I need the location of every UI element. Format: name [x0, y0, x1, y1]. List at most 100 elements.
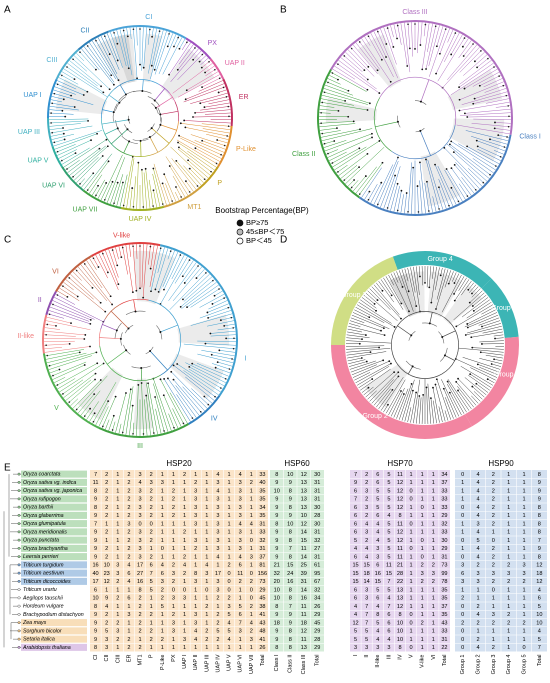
- branch: [177, 148, 211, 176]
- internal-arc: [131, 154, 151, 157]
- cell-value: 6: [354, 513, 357, 519]
- branch: [186, 71, 219, 91]
- cell-value: 0: [250, 587, 253, 593]
- node: [376, 299, 379, 301]
- clade-label: P: [217, 180, 222, 187]
- internal-branch: [420, 79, 430, 102]
- clade-label: PX: [208, 40, 218, 47]
- cell-value: 5: [150, 579, 153, 585]
- node: [466, 323, 469, 325]
- branch: [345, 51, 365, 71]
- cell-value: 2: [421, 620, 424, 626]
- cell-value: 2: [365, 538, 368, 544]
- cell-value: 7: [387, 579, 390, 585]
- cell-value: 1: [461, 497, 464, 503]
- species-name: Aegilops tauschii: [22, 595, 64, 601]
- branch: [207, 320, 235, 327]
- cell-value: 3: [116, 563, 119, 569]
- branch: [444, 169, 463, 202]
- cell-value: 20: [274, 579, 280, 585]
- cell-value: 8: [289, 488, 292, 494]
- branch: [185, 376, 215, 401]
- branch: [465, 130, 509, 142]
- branch: [472, 347, 504, 350]
- clade-ring: [187, 395, 221, 425]
- cell-value: 1: [161, 629, 164, 635]
- node: [430, 397, 432, 400]
- branch: [132, 244, 137, 291]
- branch: [86, 161, 109, 192]
- cell-value: 4: [127, 563, 130, 569]
- cell-value: 1: [432, 488, 435, 494]
- branch: [494, 122, 511, 124]
- cladogram-node: [17, 596, 21, 600]
- leaf-dot: [113, 32, 115, 34]
- branch: [177, 363, 221, 393]
- species-name: Oryza sativa vg. japonica: [23, 488, 82, 494]
- branch: [494, 358, 503, 362]
- cell-value: 1: [432, 480, 435, 486]
- cladogram-node: [17, 505, 21, 509]
- branch: [447, 29, 454, 43]
- cell-value: 0: [421, 505, 424, 511]
- leaf-dot: [179, 254, 182, 256]
- node: [416, 185, 419, 187]
- node: [136, 77, 138, 80]
- cell-value: 8: [538, 513, 541, 519]
- cell-value: 2: [216, 637, 219, 643]
- cell-value: 0: [410, 612, 413, 618]
- cell-value: 2: [228, 596, 231, 602]
- node: [142, 296, 145, 299]
- cell-value: 3: [476, 521, 479, 527]
- branch: [369, 288, 391, 310]
- leaf-dot: [331, 72, 334, 74]
- clade-label: Class II: [292, 151, 315, 158]
- cell-value: 9: [354, 480, 357, 486]
- leaf-dot: [92, 420, 95, 423]
- leaf-dot: [358, 41, 361, 43]
- root-arc: [408, 331, 416, 341]
- node: [449, 143, 451, 146]
- node: [207, 316, 210, 319]
- node: [131, 187, 134, 189]
- branch: [51, 361, 87, 377]
- branch: [458, 40, 472, 59]
- cell-value: 1: [216, 645, 219, 651]
- cladogram-node: [17, 522, 21, 526]
- cell-value: 0: [410, 546, 413, 552]
- cell-value: 6: [161, 571, 164, 577]
- leaf-dot: [104, 198, 106, 201]
- leaf-dot: [210, 170, 212, 173]
- cell-value: 3: [216, 480, 219, 486]
- branch: [178, 147, 213, 174]
- branch: [118, 246, 122, 258]
- branch: [162, 37, 183, 75]
- cell-value: 7: [365, 604, 368, 610]
- cell-value: 2: [492, 497, 495, 503]
- branch: [433, 400, 437, 424]
- branch: [83, 153, 113, 190]
- branch: [495, 337, 504, 339]
- branch: [61, 284, 78, 297]
- cell-value: 1: [205, 488, 208, 494]
- cell-value: 9: [538, 480, 541, 486]
- branch: [364, 191, 370, 200]
- branch: [428, 27, 447, 77]
- cell-value: 1: [507, 629, 510, 635]
- branch: [404, 268, 409, 282]
- branch: [465, 325, 502, 336]
- leaf-dot: [227, 125, 230, 128]
- cell-value: 1: [161, 538, 164, 544]
- panel-label: D: [280, 235, 287, 246]
- cell-value: 32: [274, 571, 280, 577]
- cell-value: 2: [492, 472, 495, 478]
- node: [152, 167, 155, 170]
- branch: [204, 102, 230, 108]
- branch: [479, 74, 502, 86]
- cell-value: 35: [441, 596, 447, 602]
- leaf-dot: [79, 182, 81, 185]
- cell-value: 0: [228, 571, 231, 577]
- cell-value: 8: [398, 645, 401, 651]
- cell-value: 4: [476, 513, 479, 519]
- branch: [101, 396, 116, 429]
